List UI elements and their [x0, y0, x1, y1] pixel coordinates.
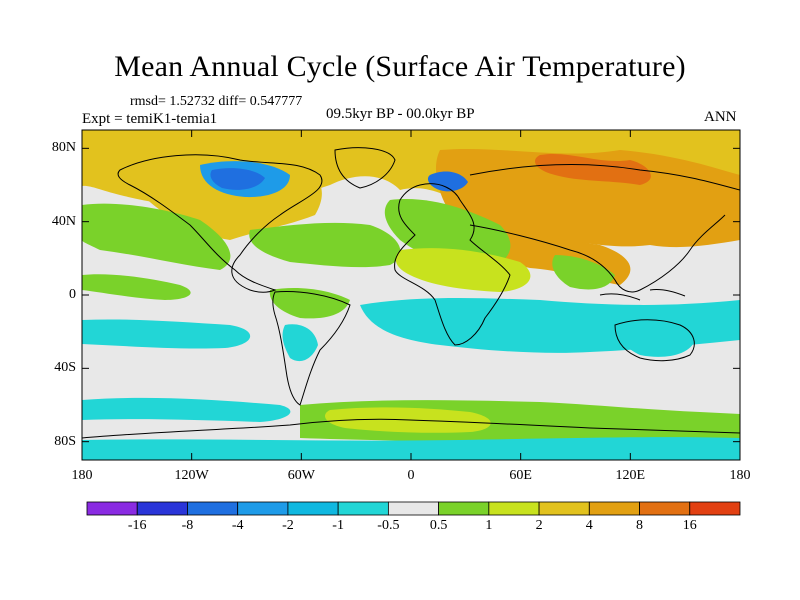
lat-tick-label: 40N	[51, 213, 76, 229]
season-label: ANN	[704, 109, 737, 125]
anomaly-region-natlantic	[249, 222, 401, 268]
colorbar-swatch	[438, 501, 490, 516]
anomaly-region-south-america-s	[282, 324, 318, 362]
colorbar-tick-label: -0.5	[377, 518, 400, 533]
colorbar-tick-label: -4	[231, 518, 244, 533]
period-label: 09.5kyr BP - 00.0kyr BP	[326, 106, 475, 122]
coastlines	[82, 147, 740, 439]
lon-tick-label: 60E	[509, 468, 532, 483]
lat-tick-label: 40S	[54, 360, 76, 376]
anomaly-region-scandinavia	[427, 171, 468, 192]
colorbar-tick-label: -8	[181, 518, 194, 533]
colorbar-swatch	[136, 501, 188, 516]
colorbar-swatch	[538, 501, 590, 516]
coast-greenland	[334, 147, 396, 189]
anomaly-region-southern-ocean-cool	[82, 397, 291, 422]
colorbar-swatch	[488, 501, 540, 516]
colorbar-swatch	[287, 501, 339, 516]
lon-tick-label: 120W	[174, 468, 209, 483]
coast-south-america	[272, 291, 351, 406]
chart-title: Mean Annual Cycle (Surface Air Temperatu…	[114, 50, 686, 83]
anomaly-region-siberia-core	[535, 153, 651, 185]
anomaly-region-tropical-pacific	[82, 274, 191, 300]
colorbar-tick-label: 1	[485, 518, 493, 533]
colorbar-swatch	[237, 501, 289, 516]
colorbar-tick-label: 0.5	[429, 518, 448, 533]
colorbar-swatch	[588, 501, 640, 516]
anomaly-region-antarctic-rim	[82, 437, 740, 460]
anomaly-region-south-pacific	[82, 319, 251, 349]
colorbar-swatch	[337, 501, 389, 516]
lat-tick-label: 0	[69, 287, 76, 302]
colorbar-swatch	[86, 501, 138, 516]
rmsd-diff-stats: rmsd= 1.52732 diff= 0.547777	[130, 94, 303, 109]
colorbar-tick-label: -16	[127, 518, 147, 533]
coast-north-america	[117, 154, 323, 293]
colorbar-swatch	[187, 501, 239, 516]
lon-tick-label: 60W	[287, 468, 315, 483]
colorbar-tick-label: 4	[585, 518, 593, 533]
lon-tick-label: 0	[407, 468, 415, 483]
colorbar-tick-label: -2	[282, 518, 294, 533]
colorbar-swatch	[689, 501, 741, 516]
colorbar-tick-label: -1	[332, 518, 344, 533]
map-field	[82, 130, 740, 460]
anomaly-region-canada-core	[210, 168, 265, 190]
axis-ticks	[81, 130, 741, 460]
anomaly-region-australia	[618, 323, 695, 357]
coast-antarctica	[82, 418, 740, 439]
coast-indonesia	[599, 289, 686, 301]
lon-tick-label: 180	[729, 468, 751, 483]
coast-asia	[469, 164, 740, 293]
colorbar-tick-label: 2	[535, 518, 543, 533]
anomaly-region-south-america-n	[269, 288, 350, 319]
colorbar-tick-label: 8	[636, 518, 644, 533]
anomaly-region-siberia	[435, 148, 740, 248]
anomaly-region-sahel	[395, 248, 531, 292]
anomaly-region-npacific	[82, 203, 231, 270]
anomaly-region-india	[552, 255, 615, 290]
colorbar-swatch	[387, 501, 440, 516]
coast-europe-africa	[394, 183, 511, 346]
colorbar-tick-label: 16	[682, 518, 697, 533]
experiment-label: Expt = temiK1-temia1	[82, 111, 218, 127]
coast-australia	[614, 319, 695, 362]
lon-tick-label: 180	[71, 468, 93, 483]
lat-tick-label: 80S	[54, 433, 76, 449]
colorbar-swatch	[639, 501, 691, 516]
anomaly-region-africa-eurasia	[384, 199, 511, 270]
lon-tick-label: 120E	[615, 468, 646, 483]
lat-tick-label: 80N	[51, 140, 76, 156]
colorbar	[86, 501, 741, 516]
